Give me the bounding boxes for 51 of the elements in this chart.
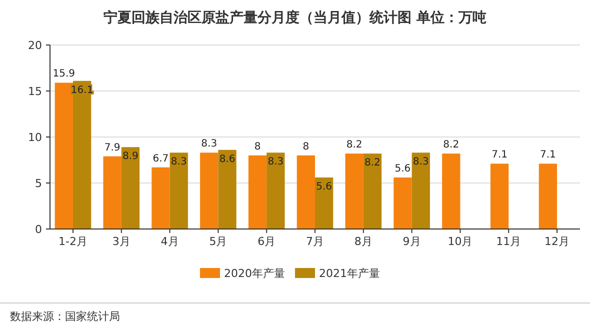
- bar: [103, 156, 122, 229]
- bar: [248, 155, 267, 229]
- data-label: 8.2: [364, 158, 380, 169]
- data-label: 8.2: [346, 140, 362, 151]
- bar: [296, 155, 315, 229]
- x-tick-label: 4月: [160, 235, 179, 248]
- bar: [72, 80, 92, 229]
- y-tick-label: 10: [28, 131, 42, 144]
- x-tick-label: 3月: [112, 235, 130, 248]
- bar: [152, 167, 170, 229]
- data-label: 5.6: [394, 163, 411, 174]
- legend-label: 2021年产量: [319, 267, 380, 280]
- x-tick-label: 12月: [544, 235, 570, 248]
- x-tick-label: 5月: [209, 235, 228, 248]
- data-label: 8.3: [412, 156, 429, 168]
- data-label: 6.7: [152, 153, 169, 164]
- data-label: 8: [254, 141, 261, 152]
- y-tick-label: 5: [35, 177, 42, 190]
- bar: [218, 150, 236, 229]
- bar: [538, 164, 558, 229]
- x-tick-label: 7月: [306, 235, 324, 248]
- x-tick-label: 9月: [402, 235, 421, 248]
- x-tick-label: 8月: [354, 235, 372, 248]
- data-label: 8.3: [170, 156, 187, 168]
- data-label: 15.9: [52, 68, 76, 80]
- data-label: 7.1: [540, 150, 556, 161]
- bar: [200, 152, 218, 229]
- bar: [490, 164, 509, 229]
- bar: [54, 82, 73, 229]
- source-note: 数据来源：国家统计局: [10, 310, 120, 323]
- y-tick-label: 15: [28, 85, 42, 98]
- x-tick-label: 11月: [496, 235, 522, 248]
- bar: [442, 154, 460, 229]
- data-label: 8.9: [122, 151, 138, 162]
- y-tick-label: 20: [28, 39, 42, 52]
- x-tick-label: 10月: [448, 235, 473, 248]
- bar: [345, 154, 364, 229]
- bar: [394, 177, 412, 229]
- data-label: 8.3: [268, 156, 284, 168]
- legend-label: 2020年产量: [224, 267, 285, 280]
- data-label: 8: [302, 141, 310, 152]
- x-tick-label: 1-2月: [58, 235, 88, 248]
- x-tick-label: 6月: [258, 235, 276, 248]
- y-tick-label: 0: [35, 223, 42, 236]
- data-label: 7.1: [492, 150, 508, 161]
- data-label: 8.6: [219, 154, 236, 165]
- data-label: 8.3: [201, 138, 218, 150]
- data-label: 7.9: [104, 142, 120, 154]
- data-label: 5.6: [316, 181, 332, 192]
- data-label: 8.2: [443, 140, 460, 151]
- chart-title: 宁夏回族自治区原盐产量分月度（当月值）统计图 单位：万吨: [104, 9, 486, 26]
